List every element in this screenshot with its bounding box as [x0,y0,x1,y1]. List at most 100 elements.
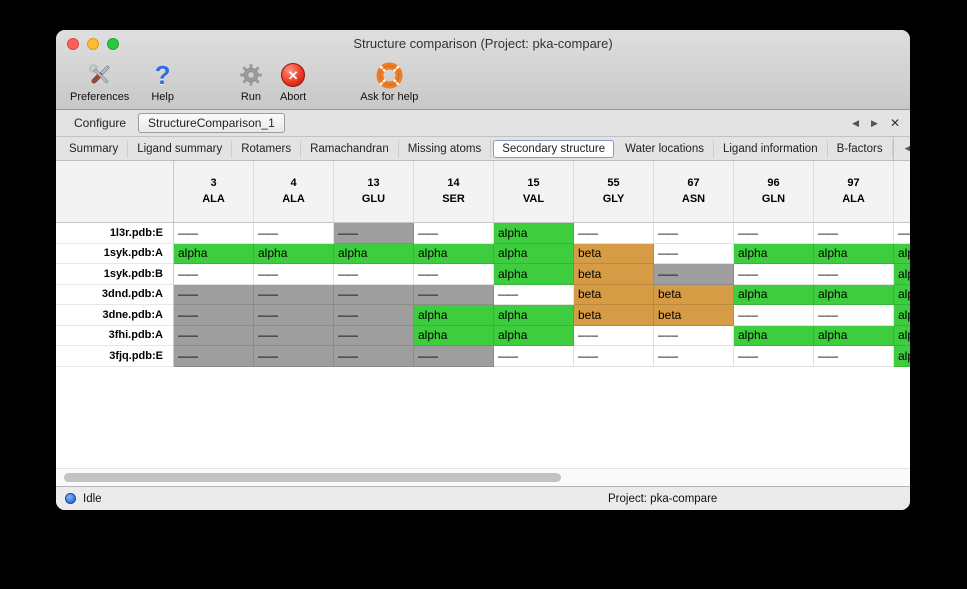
row-label[interactable]: 1l3r.pdb:E [56,223,174,244]
structure-cell[interactable]: ––– [174,325,254,346]
structure-cell[interactable]: beta [654,284,734,305]
structure-cell[interactable]: ––– [574,346,654,367]
tab-structurecomparison-1[interactable]: StructureComparison_1 [138,113,285,133]
horizontal-scrollbar[interactable] [56,468,910,486]
structure-cell[interactable]: alpha [734,284,814,305]
row-label[interactable]: 1syk.pdb:B [56,264,174,285]
structure-cell[interactable]: alpha [894,243,910,264]
structure-cell[interactable]: ––– [174,284,254,305]
structure-cell[interactable]: alpha [414,243,494,264]
structure-cell[interactable]: ––– [734,346,814,367]
preferences-button[interactable]: Preferences [64,60,135,103]
structure-cell[interactable]: ––– [254,223,334,244]
tab-ramachandran[interactable]: Ramachandran [301,139,399,158]
structure-cell[interactable]: ––– [894,223,910,244]
structure-cell[interactable]: ––– [814,346,894,367]
structure-cell[interactable]: alpha [414,325,494,346]
structure-cell[interactable]: ––– [574,223,654,244]
structure-cell[interactable]: ––– [254,325,334,346]
structure-cell[interactable]: ––– [254,346,334,367]
structure-cell[interactable]: ––– [414,346,494,367]
structure-cell[interactable]: alpha [734,243,814,264]
tab-rotamers[interactable]: Rotamers [232,139,302,158]
tab-water-locations[interactable]: Water locations [616,139,714,158]
structure-cell[interactable]: ––– [254,284,334,305]
scrollbar-thumb[interactable] [64,473,561,482]
structure-cell[interactable]: alpha [814,325,894,346]
structure-cell[interactable]: beta [574,305,654,326]
sections-prev-button[interactable]: ◀ [904,143,910,153]
tab-missing-atoms[interactable]: Missing atoms [399,139,492,158]
structure-cell[interactable]: ––– [494,284,574,305]
structure-cell[interactable]: alpha [494,305,574,326]
structure-cell[interactable]: ––– [174,305,254,326]
structure-cell[interactable]: beta [654,305,734,326]
structure-cell[interactable]: ––– [334,346,414,367]
row-label[interactable]: 3dnd.pdb:A [56,284,174,305]
structure-cell[interactable]: ––– [814,264,894,285]
structure-cell[interactable]: ––– [254,305,334,326]
structure-cell[interactable]: beta [574,264,654,285]
structure-cell[interactable]: ––– [334,305,414,326]
structure-cell[interactable]: ––– [414,284,494,305]
structure-cell[interactable]: alpha [414,305,494,326]
structure-cell[interactable]: ––– [174,264,254,285]
structure-cell[interactable]: ––– [814,305,894,326]
structure-cell[interactable]: alpha [814,284,894,305]
structure-cell[interactable]: alpha [494,264,574,285]
structure-cell[interactable]: ––– [254,264,334,285]
structure-cell[interactable]: alpha [894,284,910,305]
structure-cell[interactable]: alpha [494,243,574,264]
tab-configure[interactable]: Configure [74,116,127,130]
minimize-button[interactable] [87,38,99,50]
structure-cell[interactable]: ––– [414,264,494,285]
tab-ligand-summary[interactable]: Ligand summary [128,139,233,158]
structure-cell[interactable]: beta [574,243,654,264]
close-tab-button[interactable]: ✕ [889,116,900,130]
structure-cell[interactable]: beta [574,284,654,305]
abort-button[interactable]: ✕ Abort [274,60,312,103]
structure-cell[interactable]: alpha [494,223,574,244]
tab-b-factors[interactable]: B-factors [828,139,893,158]
structure-cell[interactable]: ––– [334,223,414,244]
structure-cell[interactable]: ––– [654,243,734,264]
structure-cell[interactable]: ––– [334,264,414,285]
help-button[interactable]: ? Help [145,60,180,103]
structure-cell[interactable]: ––– [174,223,254,244]
structure-cell[interactable]: alpha [734,325,814,346]
structure-cell[interactable]: ––– [734,264,814,285]
structure-cell[interactable]: alpha [814,243,894,264]
tab-secondary-structure[interactable]: Secondary structure [493,139,615,158]
row-label[interactable]: 3fhi.pdb:A [56,325,174,346]
structure-cell[interactable]: ––– [734,223,814,244]
structure-cell[interactable]: ––– [734,305,814,326]
next-tab-button[interactable]: ▶ [871,117,878,128]
structure-cell[interactable]: alpha [334,243,414,264]
structure-cell[interactable]: alpha [894,325,910,346]
run-button[interactable]: Run [232,60,270,103]
structure-cell[interactable]: ––– [814,223,894,244]
structure-cell[interactable]: ––– [654,223,734,244]
row-label[interactable]: 1syk.pdb:A [56,243,174,264]
tab-ligand-information[interactable]: Ligand information [714,139,828,158]
row-label[interactable]: 3dne.pdb:A [56,305,174,326]
structure-cell[interactable]: alpha [894,346,910,367]
structure-cell[interactable]: alpha [894,264,910,285]
structure-cell[interactable]: ––– [654,346,734,367]
close-button[interactable] [67,38,79,50]
tab-summary[interactable]: Summary [60,139,129,158]
structure-cell[interactable]: ––– [654,264,734,285]
structure-cell[interactable]: ––– [574,325,654,346]
prev-tab-button[interactable]: ◀ [852,117,860,128]
structure-cell[interactable]: alpha [894,305,910,326]
structure-cell[interactable]: alpha [254,243,334,264]
zoom-button[interactable] [107,38,119,50]
structure-cell[interactable]: alpha [174,243,254,264]
structure-cell[interactable]: ––– [174,346,254,367]
ask-for-help-button[interactable]: Ask for help [354,60,424,103]
structure-cell[interactable]: ––– [334,325,414,346]
structure-cell[interactable]: ––– [334,284,414,305]
structure-cell[interactable]: ––– [414,223,494,244]
structure-cell[interactable]: alpha [494,325,574,346]
row-label[interactable]: 3fjq.pdb:E [56,346,174,367]
